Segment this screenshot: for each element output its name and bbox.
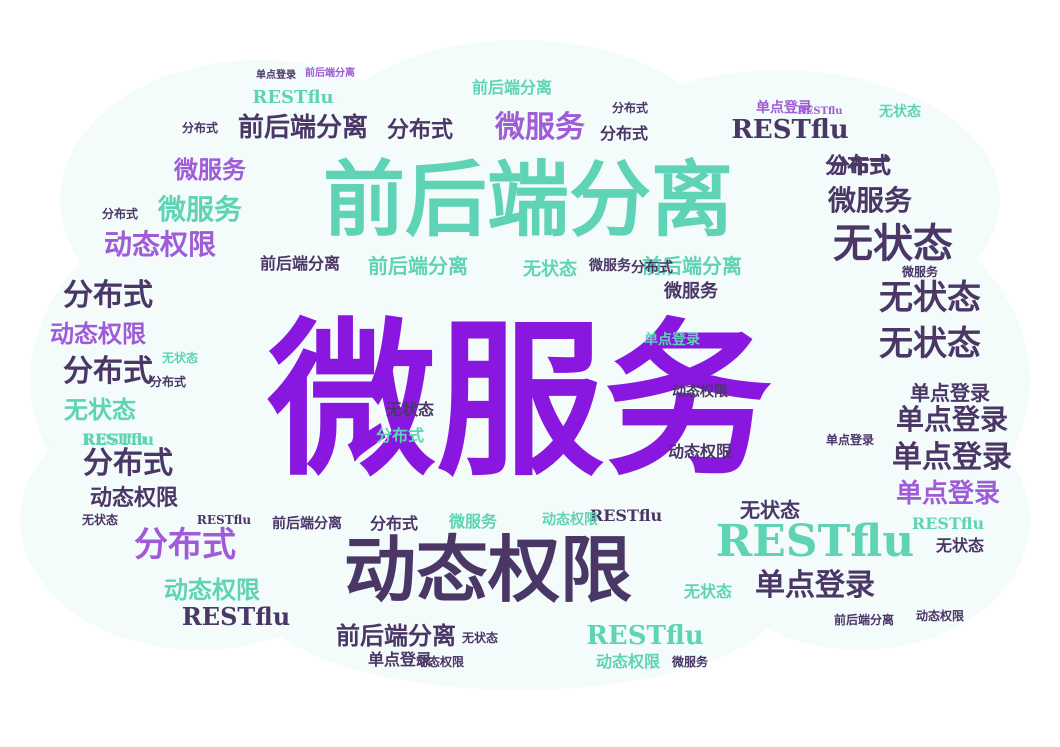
cloud-word: 单点登录 [256, 70, 296, 81]
cloud-word: 分布式 [824, 153, 891, 179]
cloud-word: 分布式 [830, 154, 890, 178]
cloud-word: 前后端分离 [642, 254, 742, 278]
cloud-word: RESTflu [715, 516, 915, 567]
cloud-word: 单点登录 [825, 433, 874, 447]
cloud-word: 动态权限 [672, 384, 728, 400]
cloud-word: 分布式 [149, 375, 186, 389]
cloud-word: 无状态 [523, 259, 577, 280]
cloud-word: 动态权限 [103, 228, 216, 261]
cloud-word: 微服务 [268, 301, 772, 499]
cloud-word: 分布式 [375, 426, 424, 445]
cloud-word: 前后端分离 [471, 78, 552, 97]
cloud-word: 单点登录 [644, 332, 700, 348]
cloud-word: 分布式 [83, 446, 173, 481]
cloud-word: 单点登录 [756, 100, 812, 116]
cloud-word: 微服务 [827, 184, 912, 217]
cloud-word: RESTflu [196, 513, 252, 527]
cloud-word: 微服务 [589, 258, 631, 274]
cloud-word: 分布式 [181, 121, 218, 135]
cloud-word: 前后端分离 [259, 254, 340, 273]
cloud-word: 分布式 [599, 124, 648, 143]
cloud-word: 分布式 [101, 207, 138, 221]
cloud-word: 无状态 [740, 498, 800, 522]
cloud-word: 单点登录 [367, 650, 432, 669]
cloud-word: 动态权限 [595, 652, 660, 671]
cloud-word: 动态权限 [915, 609, 964, 623]
cloud-word: RESTflu [589, 506, 663, 525]
cloud-word: 动态权限 [667, 442, 732, 461]
cloud-word: 分布式 [631, 260, 673, 276]
cloud-word: 前后端分离 [368, 254, 468, 278]
cloud-word: 无状态 [879, 278, 981, 318]
cloud-word: 分布式 [386, 117, 453, 143]
cloud-word: 无状态 [64, 395, 136, 424]
cloud-word: 微服务 [174, 155, 246, 184]
cloud-word: RESTflu [81, 430, 155, 449]
cloud-word: 无状态 [879, 324, 981, 364]
cloud-word: 分布式 [611, 101, 648, 115]
cloud-word: 无状态 [879, 104, 921, 120]
cloud-word: 前后端分离 [237, 113, 368, 143]
cloud-word: 微服务 [664, 281, 718, 302]
cloud-word: 无状态 [935, 536, 984, 555]
cloud-word: RESTflu [181, 602, 291, 631]
cloud-word: 前后端分离 [833, 613, 894, 627]
cloud-word: 分布式 [369, 514, 418, 533]
cloud-word: 无状态 [161, 351, 198, 365]
cloud-word: RESTflu [83, 432, 147, 448]
cloud-word: 前后端分离 [336, 621, 456, 650]
cloud-word: 单点登录 [895, 403, 1008, 436]
cloud-word: 前后端分离 [305, 68, 355, 79]
cloud-word: RESTflu [252, 87, 334, 108]
cloud-word: RESTflu [731, 115, 849, 145]
cloud-word: 单点登录 [892, 440, 1012, 475]
cloud-word: 微服务 [157, 193, 242, 226]
cloud-word: 单点登录 [910, 381, 990, 405]
cloud-word: RESTflu [797, 106, 843, 117]
cloud-word: 动态权限 [343, 527, 632, 612]
cloud-word: 微服务 [671, 655, 708, 669]
cloud-word: 无状态 [683, 582, 732, 601]
cloud-word: 微服务 [901, 265, 938, 279]
cloud-word: 动态权限 [415, 655, 464, 669]
cloud-word: 微服务 [448, 512, 497, 531]
cloud-word: 单点登录 [895, 479, 1000, 509]
cloud-word: 前后端分离 [272, 516, 342, 532]
cloud-word: 单点登录 [755, 568, 875, 603]
cloud-word: 分布式 [63, 354, 153, 389]
cloud-word: 前后端分离 [322, 152, 733, 248]
cloud-word: 无状态 [385, 400, 434, 419]
cloud-word: 动态权限 [89, 485, 178, 511]
cloud-word: 无状态 [81, 513, 118, 527]
cloud-word: 无状态 [833, 220, 953, 267]
cloud-word: 动态权限 [164, 575, 260, 604]
cloud-word: 分布式 [134, 525, 236, 565]
cloud-word: 无状态 [461, 631, 498, 645]
cloud-word: 动态权限 [542, 512, 598, 528]
cloud-word: RESTflu [911, 514, 985, 533]
cloud-word: 动态权限 [50, 319, 146, 348]
cloud-word: 微服务 [495, 110, 585, 145]
cloud-word: RESTflu [586, 621, 704, 651]
cloud-word: 分布式 [63, 278, 153, 313]
